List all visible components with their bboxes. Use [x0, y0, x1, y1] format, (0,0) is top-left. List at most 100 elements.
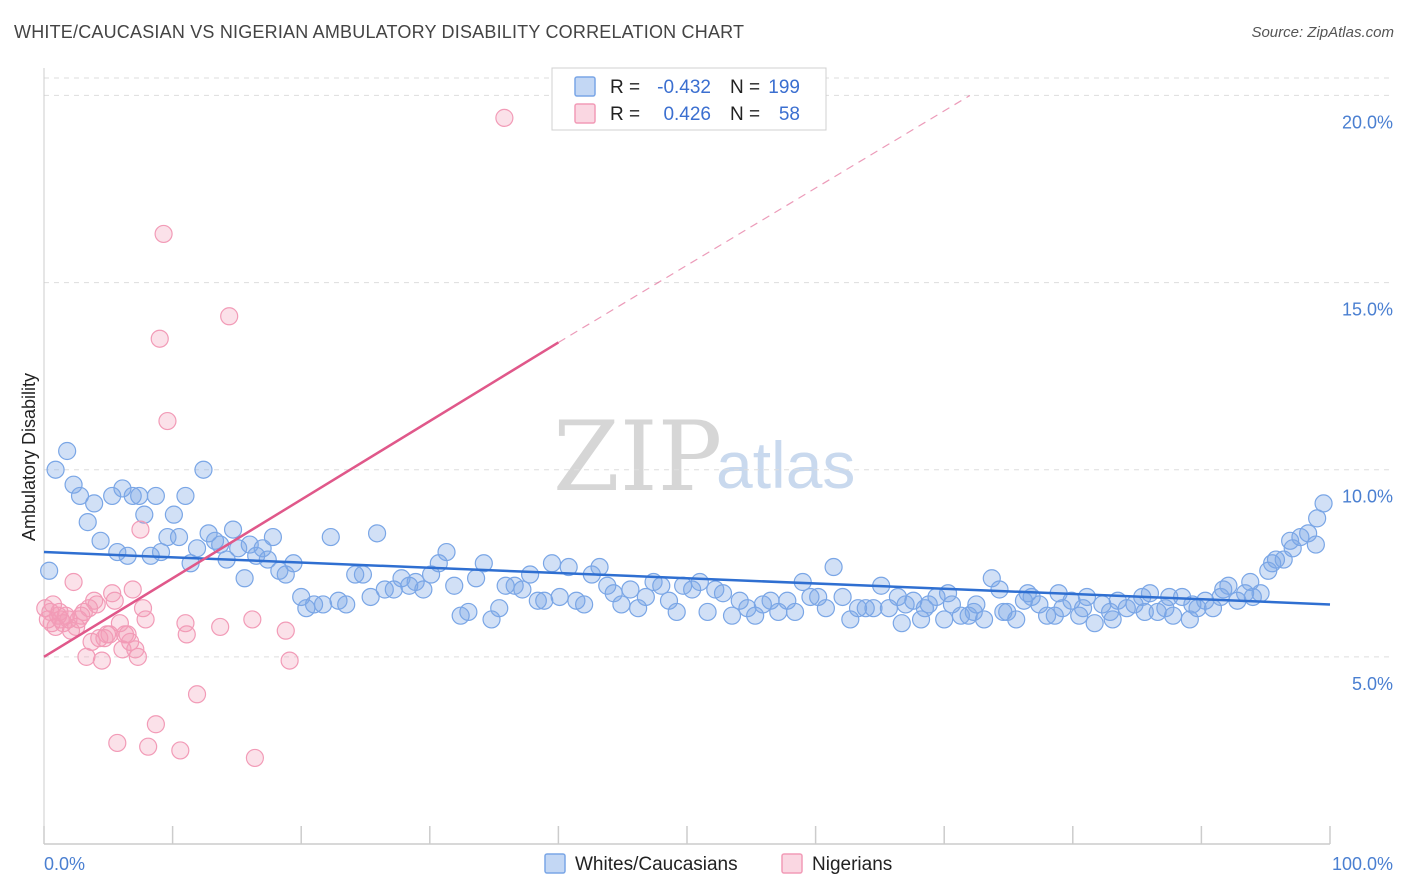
stats-legend-box	[551, 67, 827, 131]
whites-point	[738, 599, 757, 618]
legend-n-label-whites: N =	[730, 77, 760, 98]
nigerians-point	[87, 595, 106, 614]
nigerians-point	[133, 599, 153, 618]
whites-point	[346, 565, 365, 584]
watermark-zip: ZIP	[553, 401, 722, 513]
whites-point	[1045, 606, 1064, 625]
whites-point	[1308, 509, 1327, 528]
nigerians-point	[103, 584, 122, 603]
whites-point	[801, 587, 820, 607]
whites-point	[130, 486, 149, 506]
whites-point	[164, 505, 183, 524]
whites-point	[833, 587, 852, 607]
whites-point	[864, 599, 883, 618]
whites-point	[612, 595, 631, 614]
whites-point	[1103, 610, 1122, 629]
whites-point	[856, 599, 875, 618]
nigerians-trend-line	[43, 341, 560, 658]
legend-n-label-nigerians: N =	[730, 104, 760, 125]
tick-labels: 5.0% 10.0% 15.0% 20.0%	[1342, 112, 1393, 693]
whites-point	[367, 524, 387, 543]
nigerians-point	[126, 640, 145, 659]
whites-point	[194, 460, 213, 479]
whites-point	[70, 486, 90, 506]
series-legend-swatch-whites	[544, 853, 566, 874]
whites-point	[598, 576, 617, 595]
whites-point	[459, 602, 478, 622]
whites-point	[636, 587, 655, 607]
nigerians-point	[280, 651, 299, 670]
whites-point	[1135, 602, 1154, 622]
whites-point	[713, 584, 733, 603]
nigerians-point	[150, 329, 169, 348]
series-legend-label-nigerians: Nigerians	[812, 854, 892, 875]
nigerians-trend-extension	[558, 94, 971, 343]
whites-point	[187, 539, 207, 558]
whites-point	[85, 494, 104, 513]
nigerians-point	[42, 614, 61, 633]
whites-point	[974, 610, 994, 629]
whites-point	[964, 602, 983, 622]
whites-point	[575, 595, 594, 614]
whites-point	[1037, 606, 1057, 625]
nigerians-point	[187, 685, 207, 704]
whites-point	[445, 576, 464, 595]
whites-point	[437, 542, 456, 562]
nigerians-point	[245, 748, 265, 768]
nigerians-point	[243, 610, 262, 629]
nigerians-point	[123, 580, 142, 599]
whites-point	[91, 531, 110, 550]
series-legend-label-whites: Whites/Caucasians	[575, 854, 738, 875]
whites-point	[652, 576, 671, 595]
whites-point	[229, 539, 248, 558]
nigerians-point	[495, 108, 514, 127]
whites-point	[46, 460, 65, 479]
legend-swatch-nigerians	[574, 103, 596, 124]
whites-point	[1306, 535, 1325, 554]
whites-point	[550, 587, 569, 607]
whites-point	[915, 599, 935, 618]
stats-legend: R = -0.432 N = 199 R = 0.426 N = 58	[551, 67, 827, 131]
whites-point	[911, 610, 931, 629]
legend-r-value-nigerians: 0.426	[663, 104, 711, 125]
whites-point	[848, 599, 868, 618]
whites-point	[698, 602, 717, 622]
nigerians-point	[139, 737, 158, 756]
whites-point	[258, 550, 277, 569]
axes	[43, 68, 1330, 845]
nigerians-point	[67, 617, 86, 637]
whites-point	[169, 527, 189, 547]
whites-point	[683, 580, 702, 599]
whites-point	[816, 599, 835, 618]
whites-point	[559, 557, 578, 577]
whites-point	[1241, 572, 1260, 592]
legend-r-label-whites: R =	[610, 77, 640, 98]
whites-point	[1077, 587, 1097, 607]
whites-point	[1085, 614, 1104, 633]
whites-point	[690, 572, 709, 592]
whites-point	[474, 554, 493, 573]
whites-point	[535, 591, 554, 610]
whites-point	[321, 527, 340, 547]
whites-point	[313, 595, 333, 614]
whites-point	[824, 557, 843, 577]
legend-r-label-nigerians: R =	[610, 104, 640, 125]
trend-lines	[43, 94, 1331, 658]
whites-point	[621, 580, 640, 599]
whites-point	[146, 486, 165, 506]
whites-point	[785, 602, 805, 622]
legend-r-value-whites: -0.432	[657, 77, 711, 98]
whites-point	[1314, 494, 1333, 513]
grid	[43, 77, 1393, 844]
whites-point	[542, 554, 562, 573]
whites-point	[1164, 606, 1183, 625]
x-tick-label-min: 0.0%	[44, 854, 85, 874]
y-axis-label: Ambulatory Disability	[19, 373, 39, 541]
nigerians-point	[128, 647, 147, 666]
whites-point	[392, 569, 411, 588]
whites-point	[528, 591, 547, 610]
nigerians-point	[220, 307, 239, 326]
whites-point	[199, 524, 218, 543]
whites-point	[361, 587, 380, 607]
nigerians-point	[64, 572, 83, 592]
